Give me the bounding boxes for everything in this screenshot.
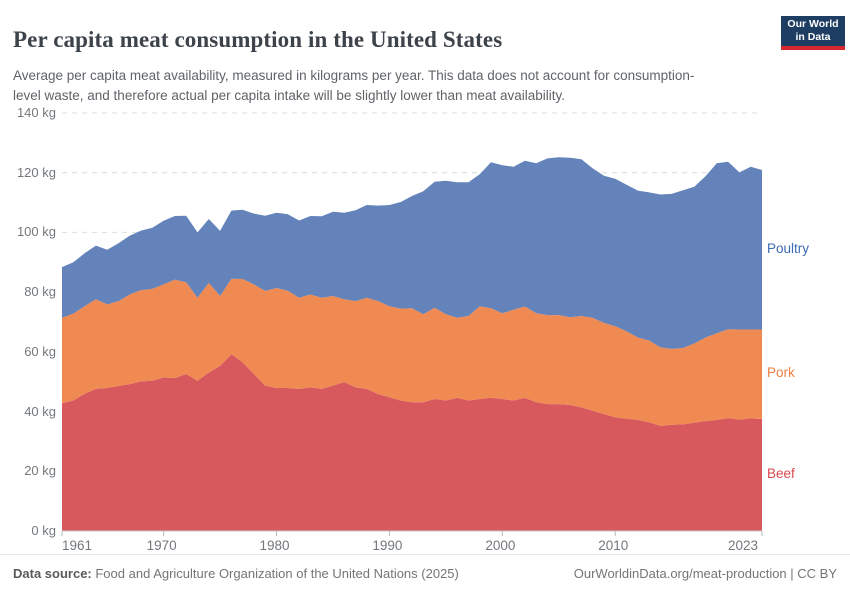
x-axis-label-2000: 2000	[485, 538, 516, 553]
legend-pork[interactable]: Pork	[767, 365, 795, 381]
owid-logo-red-bar	[781, 46, 845, 50]
data-source-text: Food and Agriculture Organization of the…	[91, 566, 459, 581]
y-axis-label-20: 20 kg	[24, 463, 56, 479]
y-axis-label-0: 0 kg	[31, 523, 56, 538]
x-axis-label-1980: 1980	[259, 538, 290, 553]
y-axis-label-40: 40 kg	[24, 403, 56, 419]
area-beef[interactable]	[62, 354, 762, 531]
chart-title: Per capita meat consumption in the Unite…	[13, 27, 503, 53]
legend-beef[interactable]: Beef	[767, 466, 795, 482]
y-axis-label-80: 80 kg	[24, 284, 56, 300]
owid-logo-text: Our World in Data	[781, 16, 845, 46]
y-axis-label-140: 140 kg	[16, 105, 56, 120]
x-axis-label-1990: 1990	[372, 538, 403, 553]
stacked-area-plot[interactable]	[61, 112, 763, 537]
x-axis-label-1961: 1961	[62, 538, 93, 553]
area-pork[interactable]	[62, 278, 762, 426]
x-axis-label-1970: 1970	[146, 538, 177, 553]
x-axis-label-2010: 2010	[598, 538, 629, 553]
owid-logo[interactable]: Our World in Data	[781, 16, 845, 50]
legend-poultry[interactable]: Poultry	[767, 240, 810, 256]
credit-link[interactable]: OurWorldinData.org/meat-production | CC …	[573, 566, 837, 581]
y-axis-label-60: 60 kg	[24, 343, 56, 359]
chart-footer: Data source: Food and Agriculture Organi…	[13, 566, 837, 581]
y-axis-label-100: 100 kg	[16, 224, 56, 240]
footer-divider	[0, 554, 850, 555]
data-source-label: Data source:	[13, 566, 92, 581]
area-poultry[interactable]	[62, 157, 762, 349]
y-axis-label-120: 120 kg	[16, 164, 56, 180]
data-source-note: Data source: Food and Agriculture Organi…	[13, 566, 459, 581]
chart-subtitle: Average per capita meat availability, me…	[13, 67, 695, 103]
x-axis-label-2023: 2023	[728, 538, 759, 553]
